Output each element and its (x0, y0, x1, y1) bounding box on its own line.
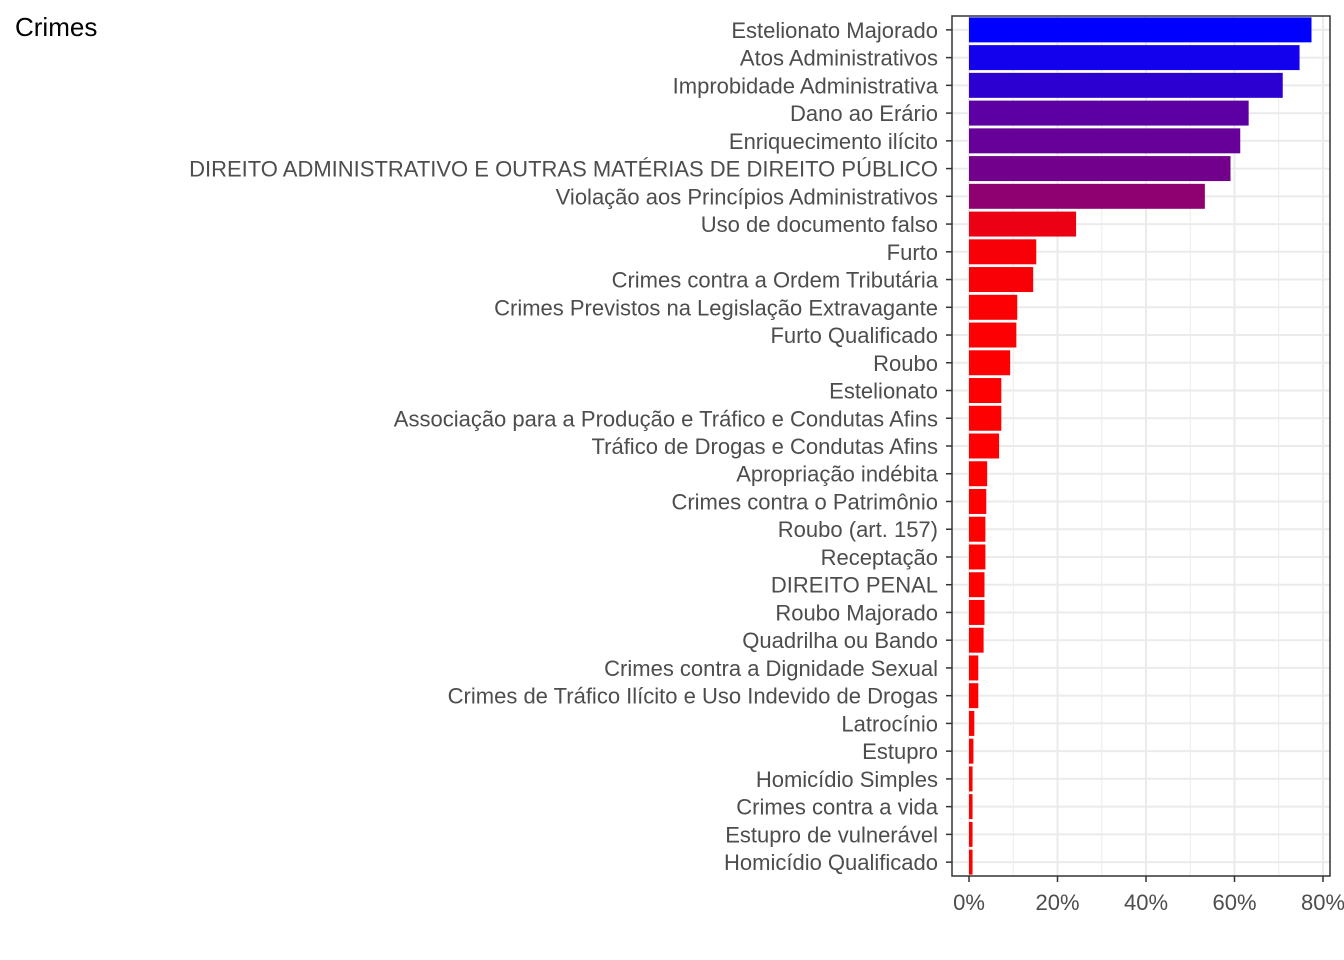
bar (969, 405, 1002, 431)
bar (969, 72, 1283, 98)
bar (969, 294, 1018, 320)
category-label: Estupro (862, 739, 938, 764)
bar (969, 489, 987, 514)
bar (969, 45, 1300, 71)
bar (969, 516, 986, 542)
category-label: Enriquecimento ilícito (729, 129, 938, 154)
bar (969, 17, 1312, 43)
bar (969, 156, 1231, 182)
category-label: Homicídio Simples (756, 767, 938, 792)
bar (969, 267, 1034, 293)
category-label: Atos Administrativos (740, 46, 938, 71)
category-label: Improbidade Administrativa (673, 73, 939, 98)
chart-title: Crimes (15, 12, 98, 42)
category-label: Crimes contra a vida (736, 795, 939, 820)
category-label: Uso de documento falso (701, 212, 938, 237)
category-label: Tráfico de Drogas e Condutas Afins (592, 434, 938, 459)
category-label: Furto (887, 240, 938, 265)
category-label: Apropriação indébita (736, 462, 939, 487)
category-label: Crimes contra a Dignidade Sexual (604, 656, 938, 681)
bar (969, 599, 985, 625)
x-tick-label: 60% (1212, 890, 1256, 915)
bars (969, 17, 1312, 875)
category-label: Dano ao Erário (790, 101, 938, 126)
bar (969, 211, 1077, 237)
category-label: Quadrilha ou Bando (742, 628, 938, 653)
category-label: Crimes contra a Ordem Tributária (612, 268, 939, 293)
category-label: DIREITO ADMINISTRATIVO E OUTRAS MATÉRIAS… (189, 157, 938, 182)
category-label: Estelionato (829, 379, 938, 404)
category-label: Furto Qualificado (770, 323, 938, 348)
bar (969, 794, 973, 820)
bar (969, 322, 1017, 348)
bar (969, 100, 1249, 126)
bar (969, 350, 1011, 376)
category-label: Crimes de Tráfico Ilícito e Uso Indevido… (448, 684, 938, 709)
category-label: Roubo (873, 351, 938, 376)
category-label: Crimes Previstos na Legislação Extravaga… (494, 295, 938, 320)
x-tick-label: 80% (1301, 890, 1344, 915)
category-label: Estelionato Majorado (731, 18, 938, 43)
category-label: Violação aos Princípios Administrativos (556, 184, 938, 209)
x-tick-label: 0% (953, 890, 985, 915)
category-label: Roubo (art. 157) (778, 517, 938, 542)
bar (969, 378, 1002, 403)
category-label: Estupro de vulnerável (725, 822, 938, 847)
bar (969, 128, 1241, 154)
bar (969, 433, 1000, 459)
category-label: Latrocínio (841, 711, 938, 736)
y-axis: Estelionato Majorado Atos Administrativos… (189, 18, 952, 875)
bar (969, 655, 979, 681)
bar (969, 766, 973, 792)
bar (969, 239, 1037, 265)
bar (969, 461, 988, 487)
bar (969, 572, 985, 598)
category-label: Associação para a Produção e Tráfico e C… (394, 406, 938, 431)
category-label: DIREITO PENAL (771, 573, 938, 598)
x-axis: 0% 20% 40% 60% 80% (953, 876, 1344, 915)
bar (969, 544, 986, 570)
bar (969, 627, 984, 653)
x-tick-label: 20% (1035, 890, 1079, 915)
bar (969, 683, 979, 709)
bar (969, 849, 973, 875)
bar (969, 738, 974, 764)
category-label: Receptação (821, 545, 938, 570)
bar (969, 183, 1205, 209)
bar (969, 821, 973, 847)
bar (969, 710, 975, 736)
category-label: Crimes contra o Patrimônio (671, 489, 938, 514)
category-label: Roubo Majorado (775, 600, 938, 625)
x-tick-label: 40% (1124, 890, 1168, 915)
category-label: Homicídio Qualificado (724, 850, 938, 875)
